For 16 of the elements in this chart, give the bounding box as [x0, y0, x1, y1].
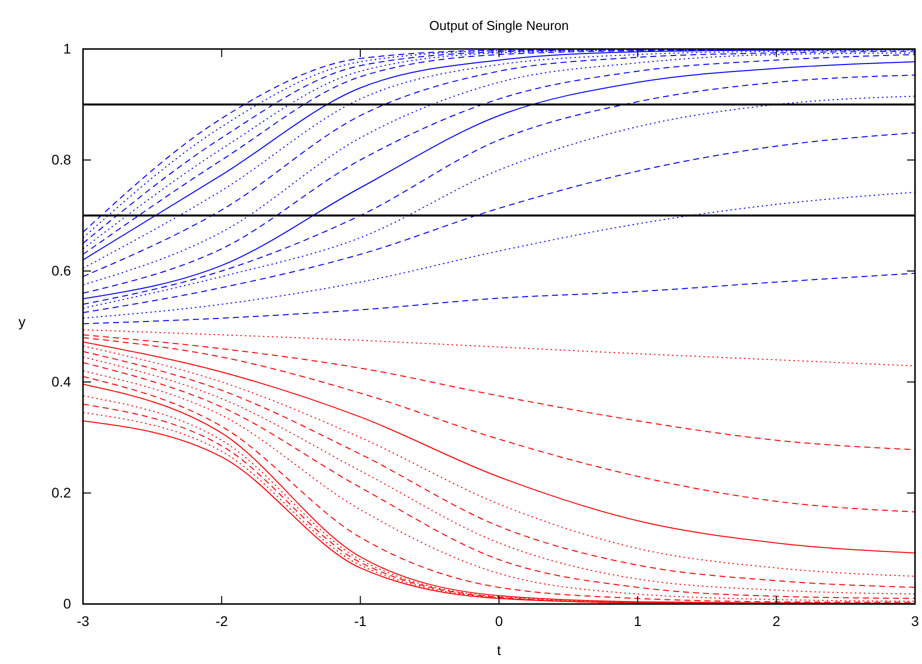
- y-tick-label: 0.8: [52, 151, 72, 168]
- x-tick-label: -2: [215, 612, 228, 629]
- y-tick-label: 1: [63, 40, 72, 56]
- x-tick-label: -3: [76, 612, 90, 629]
- y-tick-label: 0.2: [52, 484, 72, 500]
- chart-title: Output of Single Neuron: [429, 18, 569, 33]
- y-tick-label: 0.4: [52, 373, 72, 390]
- x-tick-label: 0: [495, 612, 504, 629]
- y-axis-title: y: [18, 314, 26, 330]
- y-tick-label: 0.6: [52, 262, 72, 278]
- y-tick-label: 0: [63, 595, 72, 612]
- x-tick-label: 3: [911, 612, 920, 629]
- x-tick-label: 2: [772, 612, 780, 629]
- x-tick-label: -1: [354, 612, 367, 629]
- x-axis-title: t: [497, 642, 502, 658]
- x-tick-label: 1: [634, 612, 642, 629]
